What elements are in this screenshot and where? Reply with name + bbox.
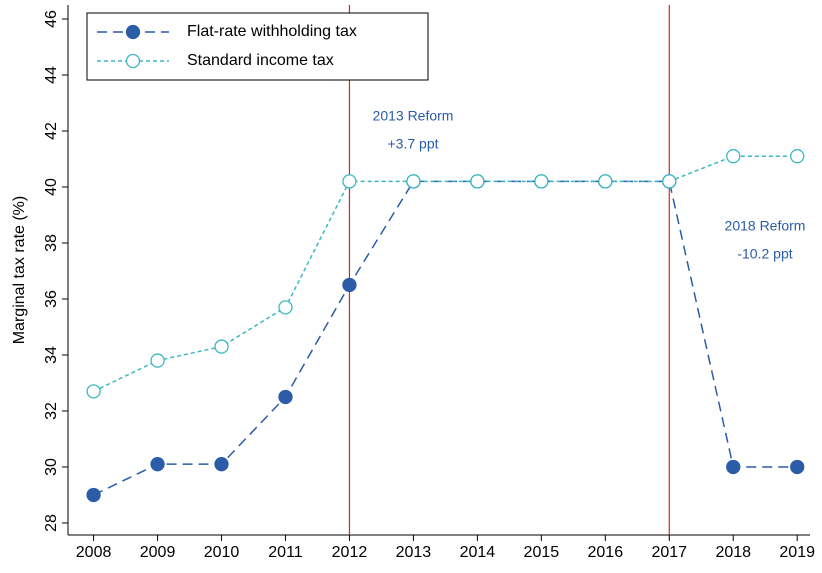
y-tick-label: 28 — [43, 514, 60, 532]
point — [726, 459, 741, 475]
x-tick-label: 2009 — [140, 544, 176, 561]
y-tick-label: 30 — [43, 458, 60, 476]
x-tick-label: 2014 — [460, 544, 496, 561]
point — [534, 174, 549, 189]
legend-marker — [125, 53, 141, 69]
point — [662, 174, 677, 189]
point — [726, 149, 741, 164]
series-line — [93, 180, 798, 496]
y-axis-label: Marginal tax rate (%) — [11, 196, 28, 345]
point — [470, 174, 485, 189]
point — [278, 389, 293, 405]
point — [214, 457, 229, 472]
x-tick-label: 2016 — [588, 544, 624, 561]
x-tick-label: 2013 — [396, 544, 432, 561]
point — [86, 487, 101, 503]
x-tick-label: 2010 — [204, 544, 240, 561]
point — [790, 149, 805, 164]
y-tick-label: 32 — [43, 402, 60, 420]
annotation: +3.7 ppt — [388, 136, 439, 152]
y-tick-label: 46 — [43, 10, 60, 28]
annotation: 2013 Reform — [373, 108, 454, 124]
y-tick-label: 34 — [43, 346, 60, 364]
point — [342, 174, 357, 189]
y-tick-label: 38 — [43, 234, 60, 252]
series-line — [93, 155, 798, 393]
y-tick-label: 44 — [43, 66, 60, 84]
legend-box — [86, 12, 429, 81]
x-tick-label: 2019 — [779, 544, 815, 561]
y-tick-label: 40 — [43, 178, 60, 196]
y-tick-label: 36 — [43, 290, 60, 308]
x-tick-label: 2017 — [651, 544, 687, 561]
annotation: -10.2 ppt — [737, 246, 792, 262]
point — [790, 459, 805, 475]
legend-label: Standard income tax — [187, 52, 334, 69]
point — [598, 174, 613, 189]
point — [150, 353, 165, 368]
x-tick-label: 2012 — [332, 544, 368, 561]
point — [406, 174, 421, 189]
point — [278, 300, 293, 315]
x-tick-label: 2011 — [268, 544, 303, 561]
x-tick-label: 2015 — [524, 544, 560, 561]
point — [86, 384, 101, 399]
x-tick-label: 2018 — [715, 544, 751, 561]
x-tick-label: 2008 — [76, 544, 112, 561]
annotation: 2018 Reform — [725, 218, 806, 234]
point — [150, 457, 165, 472]
legend-label: Flat-rate withholding tax — [187, 23, 357, 40]
y-tick-label: 42 — [43, 122, 60, 140]
point — [214, 339, 229, 354]
point — [342, 277, 357, 293]
legend-marker — [125, 24, 141, 40]
